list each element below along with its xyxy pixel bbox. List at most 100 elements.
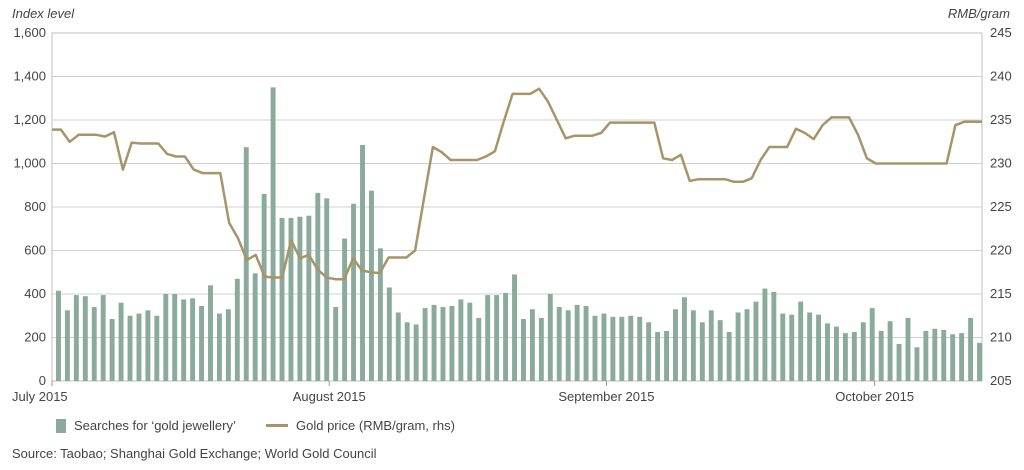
bar (243, 147, 249, 381)
legend-bar-swatch (56, 418, 66, 433)
bar (485, 295, 491, 381)
bar (377, 248, 383, 381)
bar (941, 329, 947, 381)
bar (628, 315, 634, 381)
bar (64, 310, 70, 381)
bar (395, 312, 401, 381)
left-tick-label: 800 (24, 199, 46, 214)
bar (708, 310, 714, 381)
bar (351, 203, 357, 381)
left-axis-title: Index level (12, 6, 75, 21)
bar (297, 216, 303, 381)
bar (637, 316, 643, 381)
bar (181, 299, 187, 381)
bar (136, 313, 142, 381)
right-tick-label: 240 (990, 69, 1012, 84)
bar (592, 315, 598, 381)
legend-line-entry: Gold price (RMB/gram, rhs) (266, 418, 455, 433)
legend-line-label: Gold price (RMB/gram, rhs) (296, 418, 455, 433)
bar (851, 332, 857, 381)
left-tick-label: 1,400 (13, 69, 46, 84)
bar (789, 314, 795, 381)
bar (538, 317, 544, 381)
left-tick-label: 600 (24, 243, 46, 258)
bar (252, 273, 258, 381)
bar (565, 310, 571, 381)
bar (73, 295, 79, 381)
bar (762, 288, 768, 381)
bar (923, 330, 929, 381)
bar (270, 87, 276, 381)
bar (771, 291, 777, 381)
right-tick-label: 225 (990, 199, 1012, 214)
bar (342, 238, 348, 381)
bar (887, 321, 893, 381)
bar (172, 294, 178, 381)
bar (744, 309, 750, 381)
bar (690, 310, 696, 381)
bar (163, 294, 169, 381)
bar (521, 319, 526, 381)
bar (494, 295, 500, 381)
bar (610, 316, 616, 381)
bar (360, 145, 365, 381)
bar (860, 322, 866, 381)
bar (726, 332, 732, 381)
source-note: Source: Taobao; Shanghai Gold Exchange; … (12, 446, 377, 461)
bar (512, 274, 517, 381)
right-tick-label: 235 (990, 112, 1012, 127)
bar (100, 295, 106, 381)
x-tick-label: October 2015 (835, 389, 914, 404)
left-tick-label: 0 (39, 373, 46, 388)
bar (914, 347, 920, 381)
bar (717, 320, 723, 381)
bar (950, 334, 956, 381)
bar (968, 317, 974, 381)
bar (368, 190, 374, 381)
right-axis-title: RMB/gram (947, 6, 1010, 21)
bar (306, 215, 312, 381)
bar (646, 322, 652, 381)
right-tick-label: 205 (990, 373, 1012, 388)
left-tick-label: 400 (24, 286, 46, 301)
bar (386, 287, 392, 381)
bar (413, 324, 419, 381)
legend-line-swatch (266, 424, 288, 427)
bar (977, 342, 982, 381)
bar (574, 304, 580, 381)
bar (440, 307, 446, 381)
left-tick-label: 1,000 (13, 156, 46, 171)
right-tick-label: 210 (990, 330, 1012, 345)
bar (109, 319, 115, 381)
bar (905, 317, 911, 381)
gold-price-line (52, 87, 982, 281)
bar (56, 290, 61, 381)
bar (807, 312, 813, 381)
bar (780, 313, 786, 381)
bar (91, 307, 97, 381)
bar (556, 307, 562, 381)
bar (503, 292, 509, 381)
bar (225, 309, 231, 381)
bar (82, 296, 88, 381)
bar (216, 313, 222, 381)
right-tick-label: 230 (990, 156, 1012, 171)
bar (279, 217, 285, 381)
bar (664, 330, 670, 381)
bar (896, 344, 902, 381)
left-tick-label: 1,600 (13, 25, 46, 40)
bar (699, 322, 705, 381)
bar (324, 198, 330, 381)
bar (735, 312, 741, 381)
bar (145, 310, 151, 381)
bar (878, 330, 884, 381)
bar (959, 333, 965, 381)
bar (932, 328, 938, 381)
bar (825, 323, 830, 381)
bar (449, 305, 455, 381)
bar (315, 192, 321, 381)
legend-bar-entry: Searches for ‘gold jewellery’ (56, 418, 236, 433)
bar (833, 326, 839, 381)
bar (234, 278, 240, 381)
